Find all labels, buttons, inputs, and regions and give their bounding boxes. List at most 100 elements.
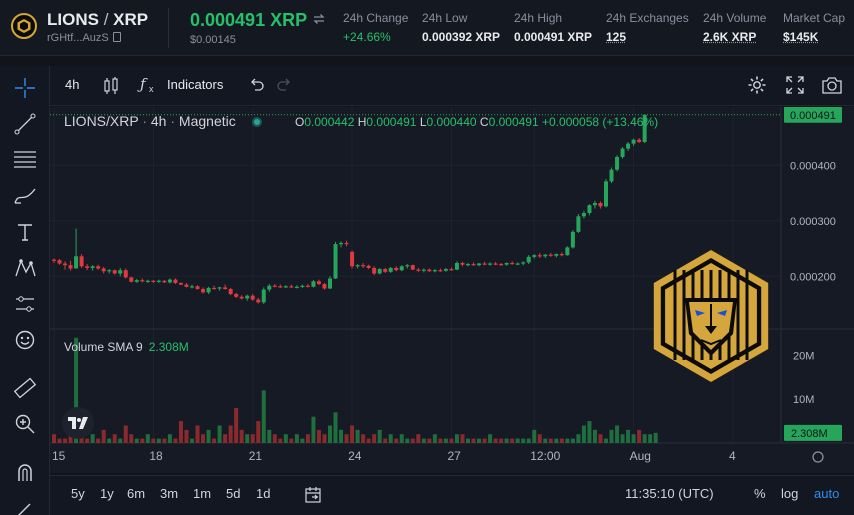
candle[interactable] xyxy=(173,279,178,283)
volume-bar[interactable] xyxy=(559,438,564,443)
volume-bar[interactable] xyxy=(123,425,128,443)
volume-bar[interactable] xyxy=(311,416,316,443)
volume-bar[interactable] xyxy=(289,438,294,443)
volume-bar[interactable] xyxy=(85,438,90,443)
volume-bar[interactable] xyxy=(532,429,537,443)
price-chart[interactable]: 0.000400 0.000300 0.000200 0.000491 20M 10M 2.… xyxy=(50,107,854,473)
volume-bar[interactable] xyxy=(383,438,388,443)
volume-bar[interactable] xyxy=(537,434,542,443)
auto-toggle[interactable]: auto xyxy=(814,486,840,501)
candle[interactable] xyxy=(167,279,172,283)
volume-bar[interactable] xyxy=(466,438,470,443)
emoji-tool[interactable] xyxy=(11,326,39,354)
volume-bar[interactable] xyxy=(504,438,509,443)
candle[interactable] xyxy=(443,269,448,271)
volume-bar[interactable] xyxy=(283,434,288,443)
volume-bar[interactable] xyxy=(195,425,200,443)
volume-bar[interactable] xyxy=(190,438,194,443)
volume-bar[interactable] xyxy=(129,434,134,443)
zoom-tool[interactable] xyxy=(11,410,39,438)
volume-bar[interactable] xyxy=(178,421,183,443)
candle[interactable] xyxy=(609,169,614,182)
candle[interactable] xyxy=(460,262,465,265)
candle[interactable] xyxy=(217,287,222,289)
candle[interactable] xyxy=(289,286,294,288)
candle[interactable] xyxy=(499,264,504,266)
axis-settings-icon[interactable] xyxy=(812,451,824,463)
volume-bar[interactable] xyxy=(217,425,222,443)
volume-bar[interactable] xyxy=(261,390,266,443)
volume-bar[interactable] xyxy=(344,434,349,443)
volume-bar[interactable] xyxy=(427,438,432,443)
candle[interactable] xyxy=(339,242,344,245)
volume-bar[interactable] xyxy=(167,434,172,443)
volume-bar[interactable] xyxy=(438,438,443,443)
candle[interactable] xyxy=(201,289,206,293)
candle[interactable] xyxy=(482,263,487,265)
range-1y[interactable]: 1y xyxy=(100,486,114,501)
volume-bar[interactable] xyxy=(322,434,327,443)
candle[interactable] xyxy=(63,263,68,266)
volume-bar[interactable] xyxy=(405,438,410,443)
volume-bar[interactable] xyxy=(421,438,426,443)
camera-icon[interactable] xyxy=(821,75,843,95)
token-address[interactable]: rGHtf...AuzS xyxy=(47,32,121,44)
volume-bar[interactable] xyxy=(454,434,459,443)
volume-bar[interactable] xyxy=(361,434,366,443)
volume-bar[interactable] xyxy=(145,434,150,443)
candle[interactable] xyxy=(559,254,564,256)
candle[interactable] xyxy=(620,148,625,157)
candle[interactable] xyxy=(471,264,476,266)
candle[interactable] xyxy=(328,278,332,289)
volume-bar[interactable] xyxy=(372,434,377,443)
candle[interactable] xyxy=(570,231,575,248)
crosshair-tool[interactable] xyxy=(11,74,39,102)
range-1d[interactable]: 1d xyxy=(256,486,271,501)
settings-gear-icon[interactable] xyxy=(746,74,768,96)
volume-bar[interactable] xyxy=(394,438,399,443)
chart-area[interactable]: 0.000400 0.000300 0.000200 0.000491 20M 10M 2.… xyxy=(50,107,854,473)
volume-bar[interactable] xyxy=(96,438,101,443)
candle[interactable] xyxy=(581,213,586,217)
undo-icon[interactable] xyxy=(249,78,265,92)
volume-bar[interactable] xyxy=(515,438,520,443)
candle[interactable] xyxy=(355,265,360,267)
volume-bar[interactable] xyxy=(206,429,211,443)
volume-bar[interactable] xyxy=(294,434,299,443)
candle[interactable] xyxy=(234,294,239,297)
pencil-tool[interactable] xyxy=(11,494,39,515)
candle[interactable] xyxy=(410,265,415,270)
volume-bar[interactable] xyxy=(239,429,244,443)
candle[interactable] xyxy=(565,247,570,256)
candle[interactable] xyxy=(405,265,410,267)
candle[interactable] xyxy=(123,270,128,278)
volume-bar[interactable] xyxy=(107,438,112,443)
volume-bar[interactable] xyxy=(355,429,360,443)
volume-bar[interactable] xyxy=(631,434,636,443)
candle[interactable] xyxy=(394,267,399,271)
candle[interactable] xyxy=(151,280,156,282)
volume-bar[interactable] xyxy=(328,425,332,443)
candle[interactable] xyxy=(294,286,299,289)
log-toggle[interactable]: log xyxy=(781,486,799,501)
ruler-tool[interactable] xyxy=(11,374,39,402)
candle[interactable] xyxy=(526,256,531,263)
candle[interactable] xyxy=(377,269,382,274)
volume-bar[interactable] xyxy=(140,438,145,443)
volume-bar[interactable] xyxy=(581,425,586,443)
candle[interactable] xyxy=(637,139,642,142)
candle[interactable] xyxy=(272,285,277,287)
volume-bar[interactable] xyxy=(101,429,106,443)
text-tool[interactable] xyxy=(11,218,39,246)
volume-bar[interactable] xyxy=(432,434,437,443)
candle[interactable] xyxy=(118,270,123,274)
volume-bar[interactable] xyxy=(570,438,575,443)
candle[interactable] xyxy=(366,265,371,268)
candle[interactable] xyxy=(322,284,327,289)
candle[interactable] xyxy=(79,256,84,267)
volume-bar[interactable] xyxy=(272,434,277,443)
candle[interactable] xyxy=(145,280,150,282)
candle[interactable] xyxy=(85,266,90,268)
volume-bar[interactable] xyxy=(112,434,117,443)
volume-bar[interactable] xyxy=(626,429,631,443)
